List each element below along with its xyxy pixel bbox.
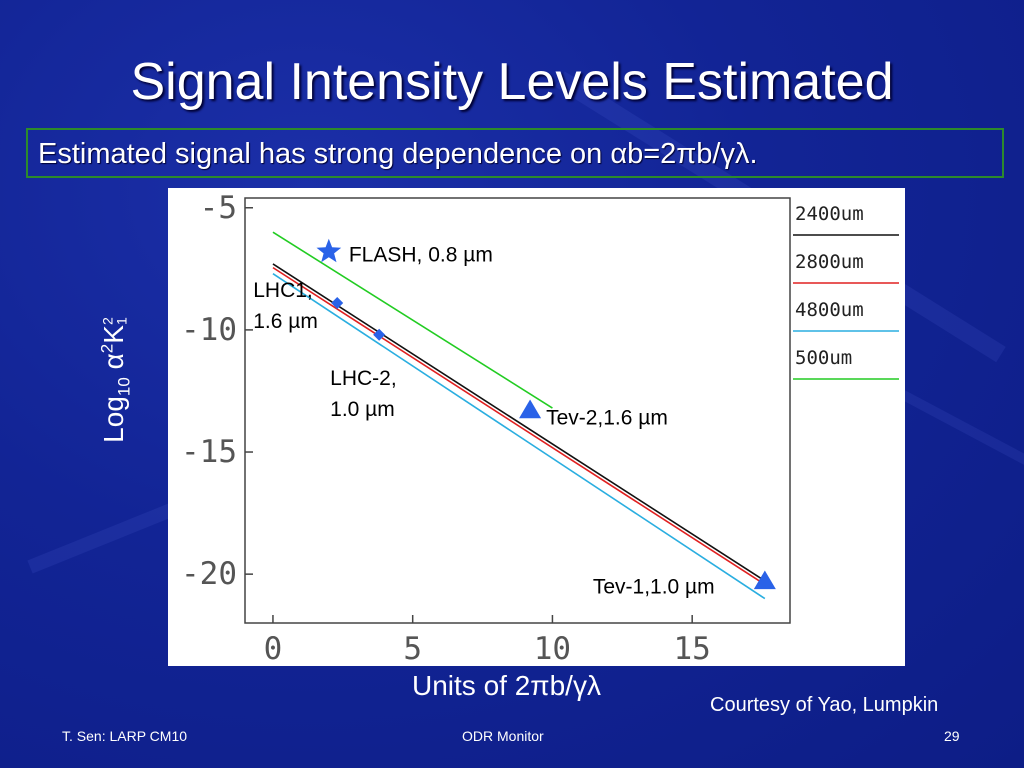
point-marker-diamond-1 — [331, 297, 344, 310]
y-axis-label-k-sup: 2 — [100, 317, 117, 326]
point-label-2-1: 1.0 µm — [330, 398, 395, 421]
point-label-4-0: Tev-1,1.0 µm — [593, 575, 715, 598]
y-axis-label-base: Log — [97, 396, 129, 443]
footer-author: T. Sen: LARP CM10 — [62, 728, 188, 744]
legend-layer: 2400um 2800um 4800um 500um — [793, 203, 899, 380]
point-label-0-0: FLASH, 0.8 µm — [349, 244, 493, 267]
point-label-1-1: 1.6 µm — [253, 310, 318, 333]
y-axis-label-base-sub: 10 — [114, 377, 134, 397]
chart-panel: 0 5 10 15 -5 -10 -15 -20 FLASH, 0.8 µm LHC1, 1.6 … — [168, 188, 905, 666]
series-line-2400um — [272, 263, 763, 580]
series-layer — [272, 231, 766, 600]
legend-label-500um: 500um — [795, 347, 852, 369]
series-line-500um — [272, 231, 553, 409]
point-marker-triangle-3 — [519, 399, 542, 419]
y-axis-label: Log10 α2K 2 1 — [98, 317, 135, 443]
legend-label-2400um: 2400um — [795, 203, 864, 225]
point-marker-star-0 — [316, 238, 342, 263]
slide-title: Signal Intensity Levels Estimated — [130, 53, 894, 111]
y-axis-label-alpha-sup: 2 — [97, 343, 117, 354]
subtitle-box: Estimated signal has strong dependence o… — [26, 128, 1004, 178]
legend-label-4800um: 4800um — [795, 299, 864, 321]
y-axis-label-k-sub: 1 — [114, 317, 131, 326]
y-tick-label-3: -20 — [181, 556, 237, 592]
point-marker-triangle-4 — [753, 570, 776, 590]
chart-svg: 0 5 10 15 -5 -10 -15 -20 FLASH, 0.8 µm LHC1, 1.6 … — [181, 190, 899, 666]
footer-page-number: 29 — [944, 728, 960, 744]
footer-topic: ODR Monitor — [462, 728, 544, 744]
point-label-3-0: Tev-2,1.6 µm — [546, 407, 668, 430]
y-tick-label-0: -5 — [200, 190, 237, 226]
legend-label-2800um: 2800um — [795, 251, 864, 273]
point-marker-diamond-2 — [373, 328, 386, 341]
point-label-2-0: LHC-2, — [330, 367, 397, 390]
x-tick-label-3: 15 — [674, 631, 711, 666]
plot-frame — [244, 197, 791, 624]
x-tick-label-0: 0 — [264, 631, 283, 666]
x-tick-label-2: 10 — [534, 631, 571, 666]
y-axis-label-alpha: α — [97, 353, 129, 378]
ticks-layer: 0 5 10 15 -5 -10 -15 -20 — [181, 190, 711, 666]
courtesy-note: Courtesy of Yao, Lumpkin — [710, 694, 939, 716]
y-axis-label-k: K — [97, 325, 129, 344]
x-axis-label: Units of 2πb/γλ — [412, 670, 601, 701]
subtitle-text: Estimated signal has strong dependence o… — [38, 138, 758, 170]
point-label-1-0: LHC1, — [253, 279, 313, 302]
series-line-2800um — [272, 266, 763, 584]
series-line-4800um — [272, 273, 766, 600]
x-tick-label-1: 5 — [403, 631, 422, 666]
points-layer: FLASH, 0.8 µm LHC1, 1.6 µm LHC-2, 1.0 µm Tev-… — [253, 238, 776, 598]
y-tick-label-2: -15 — [181, 434, 237, 470]
y-tick-label-1: -10 — [181, 312, 237, 348]
